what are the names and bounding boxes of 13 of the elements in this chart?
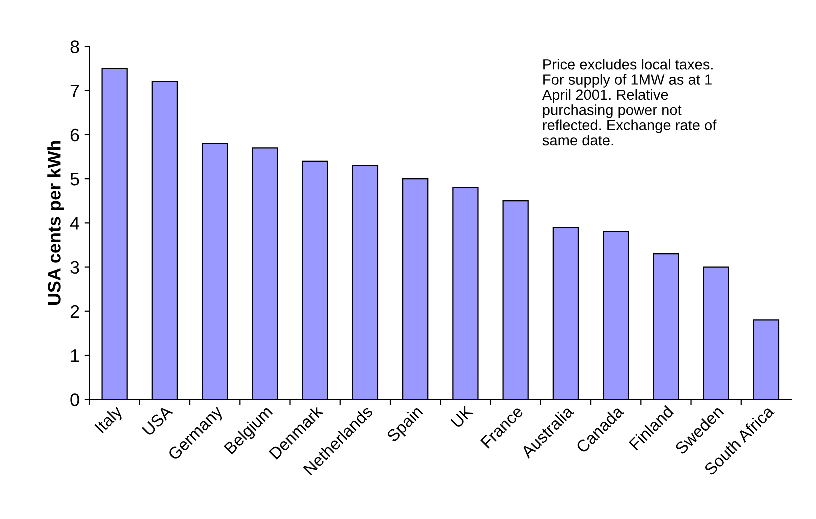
y-tick-label: 0 <box>70 394 80 406</box>
x-tick-label: Italy <box>94 404 126 436</box>
y-tick-label: 3 <box>70 261 80 274</box>
y-tick-label: 5 <box>70 173 80 186</box>
y-tick-label: 4 <box>70 217 80 230</box>
y-tick-label: 8 <box>70 40 80 54</box>
y-tick-label: 1 <box>71 350 80 362</box>
y-tick-label: 6 <box>70 128 80 142</box>
annotation: Price excludes local taxes. For supply of 1MW as at 1 April 2001. Relative purchasing power not reflected. Exchange rate of same date. <box>542 59 717 146</box>
y-tick-label: 2 <box>70 305 80 318</box>
x-tick-label: UK <box>450 405 474 429</box>
y-axis-title: USA cents per kWh <box>48 141 64 306</box>
y-tick-label: 7 <box>70 84 80 98</box>
